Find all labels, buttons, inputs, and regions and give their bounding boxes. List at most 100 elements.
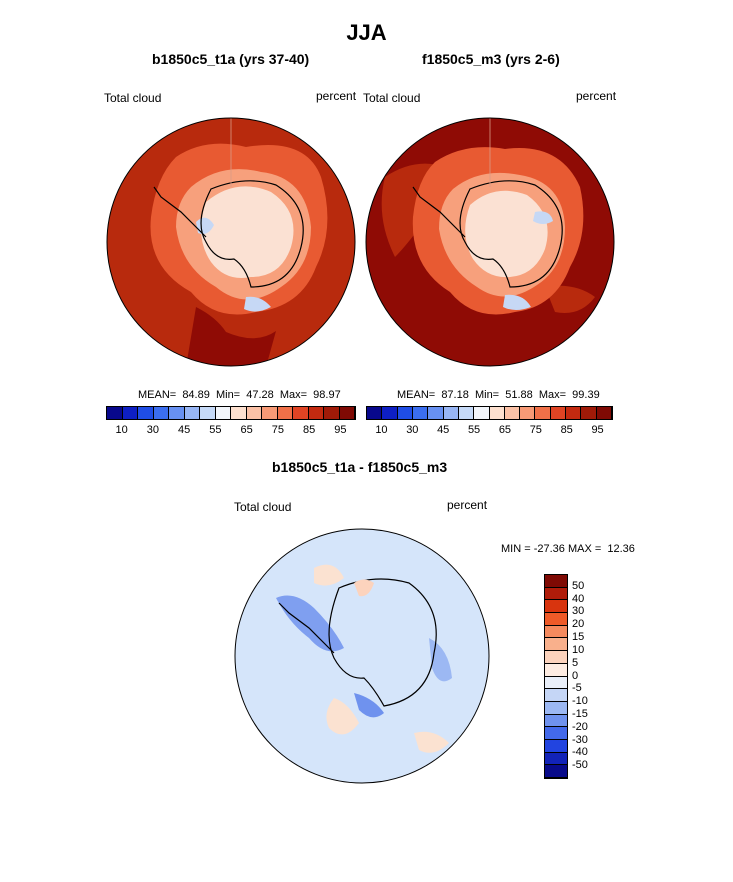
colorbar-swatch — [231, 407, 247, 419]
colorbar-swatch — [246, 407, 262, 419]
colorbar-right-ticks: 10 30 45 55 65 75 85 95 — [366, 424, 613, 438]
colorbar-tick-label: 15 — [572, 631, 585, 644]
colorbar-swatch — [545, 765, 567, 778]
diff-units-label: percent — [447, 498, 488, 512]
map-right-polar — [365, 117, 615, 367]
colorbar-swatch — [545, 663, 567, 677]
colorbar-tick-label: 75 — [271, 424, 284, 436]
low-cloud-patch — [533, 211, 553, 224]
negative-patch — [276, 595, 344, 652]
colorbar-tick-label: 30 — [572, 605, 585, 618]
colorbar-tick-label: -5 — [572, 682, 582, 695]
colorbar-swatch — [153, 407, 169, 419]
colorbar-tick-label: 45 — [178, 424, 191, 436]
low-cloud-patch — [244, 296, 271, 312]
colorbar-swatch — [596, 407, 612, 419]
colorbar-swatch — [545, 625, 567, 639]
colorbar-swatch — [293, 407, 309, 419]
colorbar-tick-label: 0 — [572, 669, 579, 682]
colorbar-swatch — [308, 407, 324, 419]
coastline — [412, 186, 466, 238]
colorbar-swatch — [545, 651, 567, 664]
colorbar-swatch — [545, 587, 567, 601]
map-boundary — [365, 117, 615, 367]
diff-title: b1850c5_t1a - f1850c5_m3 — [272, 459, 448, 475]
colorbar-swatch — [122, 407, 138, 419]
colorbar-swatch — [184, 407, 200, 419]
colorbar-tick-label: -15 — [572, 707, 588, 720]
colorbar-swatch — [324, 407, 340, 419]
colorbar-swatch — [367, 407, 383, 419]
colorbar-tick-label: 85 — [303, 424, 316, 436]
low-cloud-patch — [503, 294, 531, 310]
map-boundary — [106, 117, 356, 367]
colorbar-right — [366, 406, 613, 420]
colorbar-swatch — [458, 407, 475, 419]
panel-right-variable-label: Total cloud — [363, 91, 421, 105]
colorbar-swatch — [138, 407, 154, 419]
colorbar-swatch — [474, 407, 490, 419]
colorbar-tick-label: 95 — [334, 424, 347, 436]
colorbar-swatch — [200, 407, 216, 419]
colorbar-swatch — [169, 407, 185, 419]
colorbar-swatch — [504, 407, 521, 419]
colorbar-swatch — [520, 407, 536, 419]
colorbar-tick-label: 5 — [572, 656, 579, 669]
colorbar-left — [106, 406, 356, 420]
colorbar-swatch — [397, 407, 413, 419]
panel-left-subtitle: b1850c5_t1a (yrs 37-40) — [152, 51, 310, 67]
colorbar-tick-label: -20 — [572, 720, 588, 733]
coastline — [200, 180, 304, 288]
colorbar-tick-label: 55 — [467, 424, 481, 436]
colorbar-tick-label: 45 — [437, 424, 450, 436]
colorbar-swatch — [545, 714, 567, 728]
colorbar-swatch — [382, 407, 398, 419]
colorbar-swatch — [545, 638, 567, 652]
colorbar-swatch — [581, 407, 597, 419]
diff-field — [235, 529, 489, 783]
colorbar-swatch — [566, 407, 582, 419]
panel-right-subtitle: f1850c5_m3 (yrs 2-6) — [422, 51, 560, 67]
coastline — [278, 602, 335, 654]
colorbar-swatch — [535, 407, 551, 419]
colorbar-tick-label: -40 — [572, 746, 588, 759]
colorbar-swatch — [262, 407, 278, 419]
colorbar-tick-label: 10 — [115, 424, 128, 436]
colorbar-swatch — [545, 613, 567, 626]
positive-patch — [354, 579, 374, 597]
colorbar-swatch — [545, 701, 567, 715]
colorbar-tick-label: 75 — [529, 424, 542, 436]
high-cloud-region — [545, 285, 595, 313]
page-title: JJA — [346, 20, 387, 45]
panel-left-units-label: percent — [316, 89, 357, 103]
panel-right-stats: MEAN= 87.18 Min= 51.88 Max= 99.39 — [397, 389, 600, 401]
panel-right-units-label: percent — [576, 89, 617, 103]
colorbar-diff-ticks: 50 40 30 20 15 10 5 0 -5 -10 -15 -20 -30 -40 -50 — [572, 574, 602, 779]
colorbar-tick-label: 95 — [591, 424, 604, 436]
diff-stats: MIN = -27.36 MAX = 12.36 — [501, 543, 635, 555]
colorbar-swatch — [545, 575, 567, 588]
negative-patch — [354, 693, 384, 718]
colorbar-diff — [544, 574, 568, 779]
map-diff-polar — [234, 528, 490, 784]
colorbar-swatch — [489, 407, 505, 419]
coastline — [459, 180, 563, 288]
colorbar-swatch — [545, 600, 567, 614]
colorbar-tick-label: 50 — [572, 579, 585, 592]
colorbar-tick-label: -50 — [572, 759, 588, 772]
colorbar-left-ticks: 10 30 45 55 65 75 85 95 — [106, 424, 356, 438]
colorbar-swatch — [550, 407, 567, 419]
colorbar-swatch — [412, 407, 429, 419]
colorbar-swatch — [215, 407, 231, 419]
colorbar-swatch — [339, 407, 355, 419]
colorbar-swatch — [107, 407, 123, 419]
positive-patch — [314, 564, 344, 586]
colorbar-swatch — [545, 739, 567, 753]
diff-variable-label: Total cloud — [234, 500, 292, 514]
colorbar-tick-label: 65 — [240, 424, 253, 436]
colorbar-tick-label: -30 — [572, 733, 588, 746]
colorbar-tick-label: 30 — [146, 424, 159, 436]
colorbar-tick-label: 20 — [572, 618, 585, 631]
panel-left-stats: MEAN= 84.89 Min= 47.28 Max= 98.97 — [138, 389, 341, 401]
coastline — [328, 578, 437, 707]
